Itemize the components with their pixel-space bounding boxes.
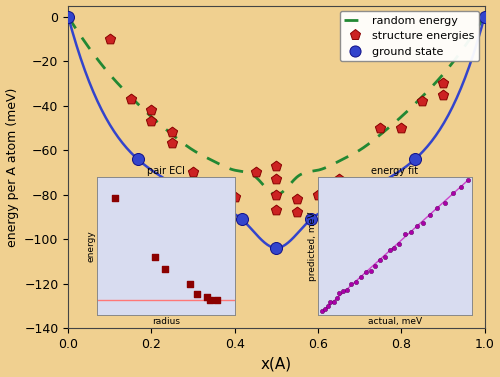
Point [272, 207, 280, 213]
Point [342, 201, 350, 207]
Point [126, 96, 134, 102]
Point [189, 183, 197, 189]
Point [411, 156, 419, 162]
Point [439, 92, 447, 98]
Point [148, 118, 156, 124]
Point [293, 210, 301, 216]
Point [168, 129, 176, 135]
Point [148, 107, 156, 113]
Point [252, 169, 260, 175]
Point [376, 125, 384, 131]
Point [272, 176, 280, 182]
Point [293, 196, 301, 202]
Point [356, 187, 364, 193]
Point [230, 194, 238, 200]
Point [203, 201, 211, 207]
Point [314, 192, 322, 198]
Point [376, 181, 384, 187]
Point [335, 176, 343, 182]
Point [480, 14, 488, 20]
Point [397, 125, 405, 131]
Point [106, 36, 114, 42]
Point [272, 245, 280, 251]
Point [168, 141, 176, 147]
Point [238, 216, 246, 222]
Point [272, 192, 280, 198]
Y-axis label: energy per A atom (meV): energy per A atom (meV) [6, 87, 18, 247]
Point [64, 14, 72, 20]
Point [210, 196, 218, 202]
Point [272, 163, 280, 169]
Point [189, 169, 197, 175]
Legend: random energy, structure energies, ground state: random energy, structure energies, groun… [340, 11, 479, 61]
Point [307, 216, 315, 222]
Point [418, 98, 426, 104]
Point [168, 181, 176, 187]
X-axis label: x(A): x(A) [261, 356, 292, 371]
Point [439, 80, 447, 86]
Point [134, 156, 141, 162]
